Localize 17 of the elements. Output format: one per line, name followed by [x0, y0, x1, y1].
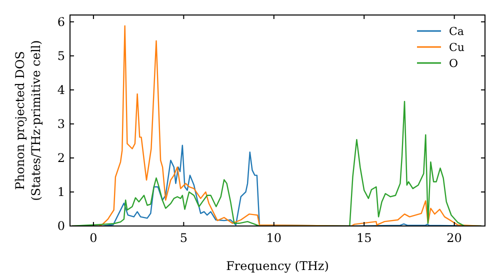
- y-tick-label: 0: [57, 219, 65, 233]
- y-tick-label: 1: [57, 184, 65, 199]
- x-tick-label: 20: [446, 231, 462, 245]
- x-tick-label: 0: [90, 231, 98, 245]
- x-tick-label: 5: [180, 231, 188, 245]
- y-tick-label: 2: [57, 150, 65, 165]
- x-tick-label: 15: [356, 231, 372, 245]
- y-tick-label: 5: [57, 48, 65, 63]
- legend-label: O: [449, 57, 458, 70]
- y-tick-label: 6: [57, 14, 65, 29]
- legend-label: Ca: [449, 25, 464, 38]
- x-axis-title: Frequency (THz): [226, 259, 329, 273]
- y-tick-label: 4: [57, 82, 66, 97]
- y-tick-label: 3: [57, 116, 65, 131]
- x-tick-label: 10: [266, 231, 282, 245]
- y-axis-title: Phonon projected DOS (States/THz·primitive cell): [13, 40, 43, 201]
- legend-label: Cu: [449, 41, 465, 54]
